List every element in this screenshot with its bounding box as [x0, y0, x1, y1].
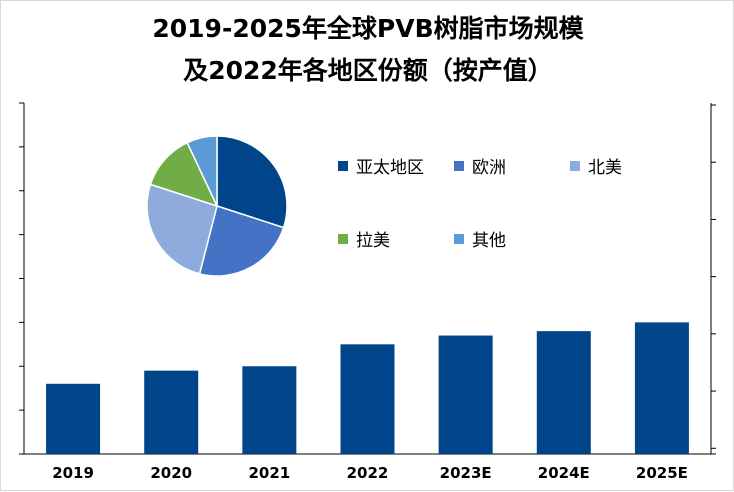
- x-tick-label: 2024E: [538, 464, 590, 482]
- legend-label: 拉美: [356, 231, 390, 251]
- legend-swatch: [338, 160, 348, 171]
- legend-swatch: [338, 233, 348, 244]
- chart-title-line1: 2019-2025年全球PVB树脂市场规模: [152, 14, 584, 43]
- legend-label: 欧洲: [472, 158, 506, 178]
- x-tick-label: 2020: [150, 464, 192, 482]
- bar-2023E: [438, 335, 493, 454]
- legend-item: 亚太地区: [338, 153, 424, 178]
- pie-slice-欧洲: [198, 205, 285, 277]
- x-tick-label: 2023E: [440, 464, 492, 482]
- legend-item: 北美: [570, 153, 622, 178]
- legend-item: 其他: [454, 226, 506, 251]
- pie-slice-亚太地区: [216, 135, 288, 229]
- legend-swatch: [570, 160, 580, 171]
- x-tick-label: 2022: [347, 464, 389, 482]
- bar-2022: [340, 344, 395, 454]
- legend-label: 其他: [472, 231, 506, 251]
- bar-2020: [144, 370, 199, 454]
- x-tick-label: 2021: [248, 464, 290, 482]
- legend-label: 亚太地区: [356, 158, 424, 178]
- legend-item: 欧洲: [454, 153, 506, 178]
- bar-2025E: [634, 322, 689, 454]
- chart-title-line2: 及2022年各地区份额（按产值）: [183, 56, 553, 85]
- legend-swatch: [454, 233, 464, 244]
- bar-2019: [46, 383, 101, 454]
- x-tick-label: 2025E: [636, 464, 688, 482]
- legend-label: 北美: [588, 158, 622, 178]
- pie-slice-其他: [186, 135, 218, 207]
- legend-swatch: [454, 160, 464, 171]
- legend-item: 拉美: [338, 226, 390, 251]
- bar-2021: [242, 366, 297, 454]
- x-tick-label: 2019: [52, 464, 94, 482]
- pie-slice-拉美: [149, 141, 219, 208]
- bar-2024E: [536, 331, 591, 454]
- pie-slice-北美: [146, 183, 218, 275]
